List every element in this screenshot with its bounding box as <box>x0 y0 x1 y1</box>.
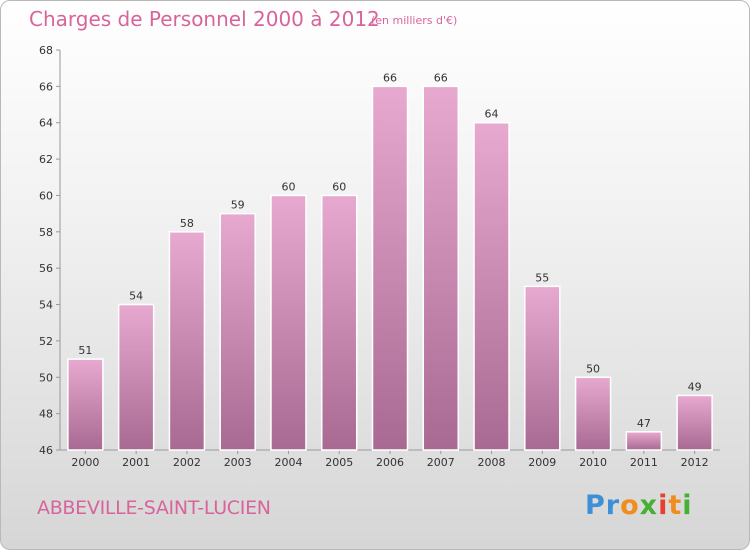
bar-value-label: 66 <box>383 71 397 84</box>
x-tick-label: 2007 <box>427 456 455 469</box>
bar-value-label: 64 <box>485 108 499 121</box>
x-tick-label: 2004 <box>274 456 302 469</box>
bar-value-label: 60 <box>332 180 346 193</box>
x-tick-label: 2002 <box>173 456 201 469</box>
bar-value-label: 50 <box>586 362 600 375</box>
bar-2005[interactable] <box>320 194 358 451</box>
bar-2011[interactable] <box>625 431 663 451</box>
x-tick-label: 2005 <box>325 456 353 469</box>
bar-2001[interactable] <box>117 303 155 451</box>
bar-value-label: 66 <box>434 71 448 84</box>
bar-2012[interactable] <box>676 394 713 451</box>
bar-value-label: 54 <box>129 290 143 303</box>
chart-bars: 51 54 58 59 60 60 66 66 64 55 50 47 49 <box>67 71 713 451</box>
bar-value-label: 59 <box>231 199 245 212</box>
x-tick-label: 2006 <box>376 456 404 469</box>
x-tick-label: 2008 <box>478 456 506 469</box>
bar-value-label: 47 <box>637 417 651 430</box>
bar-value-label: 58 <box>180 217 194 230</box>
y-tick-label: 68 <box>39 44 53 57</box>
bar-2002[interactable] <box>168 231 206 451</box>
y-tick-label: 66 <box>39 80 53 93</box>
bar-2006[interactable] <box>371 85 409 451</box>
y-tick-label: 52 <box>39 335 53 348</box>
x-tick-label: 2001 <box>122 456 150 469</box>
y-tick-label: 62 <box>39 153 53 166</box>
x-tick-label: 2009 <box>528 456 556 469</box>
y-tick-label: 56 <box>39 262 53 275</box>
y-tick-label: 48 <box>39 408 53 421</box>
y-tick-label: 54 <box>39 299 53 312</box>
bar-2000[interactable] <box>67 358 104 451</box>
bar-2009[interactable] <box>524 285 561 451</box>
x-tick-label: 2000 <box>71 456 99 469</box>
bar-value-label: 60 <box>281 180 295 193</box>
bar-2004[interactable] <box>270 194 307 451</box>
bar-2010[interactable] <box>574 376 612 451</box>
chart-axes: 46 48 50 52 54 56 58 60 62 64 66 68 2000 2001 2002 2003… <box>39 44 720 469</box>
proxiti-logo[interactable]: Proxiti <box>585 490 693 521</box>
bar-value-label: 51 <box>78 344 92 357</box>
y-tick-label: 46 <box>39 444 53 457</box>
y-tick-label: 50 <box>39 371 53 384</box>
y-tick-label: 58 <box>39 226 53 239</box>
y-tick-label: 64 <box>39 117 53 130</box>
bar-value-label: 55 <box>535 271 549 284</box>
x-tick-label: 2003 <box>224 456 252 469</box>
x-tick-label: 2010 <box>579 456 607 469</box>
chart-title: Charges de Personnel 2000 à 2012 <box>29 7 380 31</box>
x-tick-label: 2011 <box>630 456 658 469</box>
x-tick-label: 2012 <box>681 456 709 469</box>
bar-2003[interactable] <box>219 212 256 451</box>
y-tick-label: 60 <box>39 189 53 202</box>
chart-subtitle: (en milliers d'€) <box>371 14 458 27</box>
bar-2007[interactable] <box>422 85 460 451</box>
bar-value-label: 49 <box>688 380 702 393</box>
commune-name: ABBEVILLE-SAINT-LUCIEN <box>37 497 271 519</box>
bar-2008[interactable] <box>473 121 510 451</box>
